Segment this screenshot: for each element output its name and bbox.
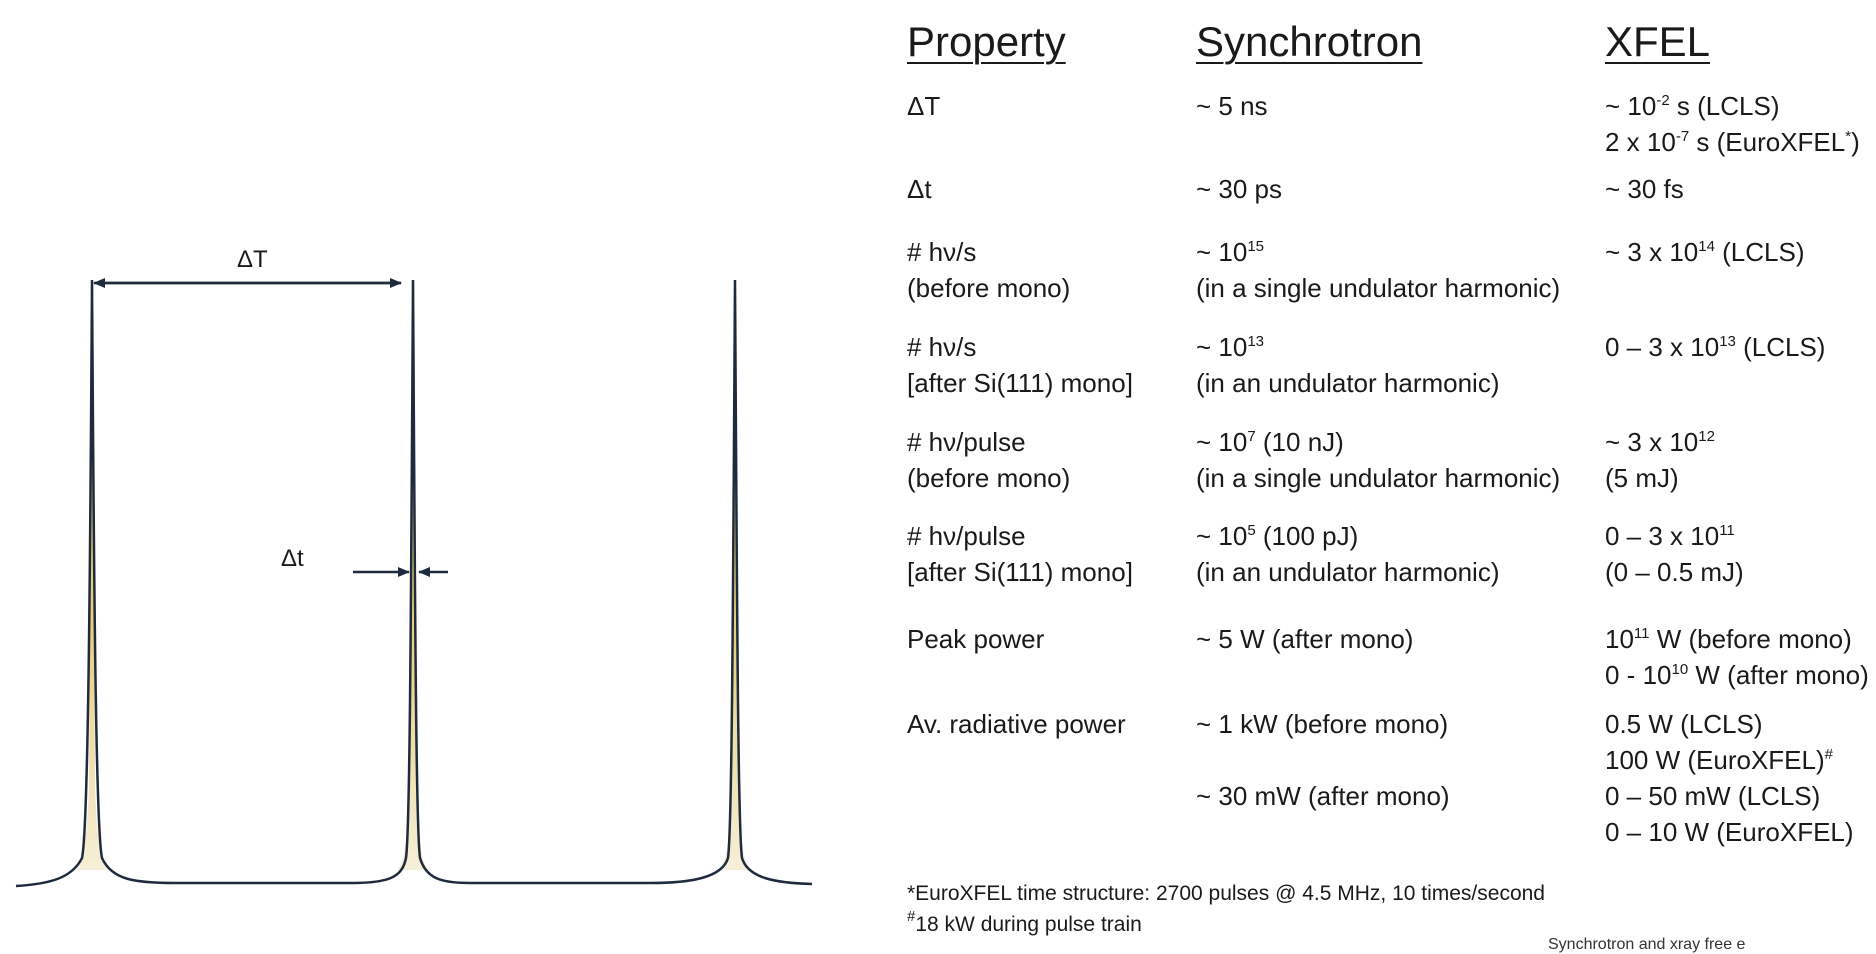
cell-line: 0 – 50 mW (LCLS) [1605, 781, 1821, 811]
cell-synchrotron: ~ 5 W (after mono) [1196, 621, 1413, 657]
cell-line: # hν/pulse [907, 521, 1026, 551]
header-xfel: XFEL [1605, 18, 1711, 65]
cell-line: (0 – 0.5 mJ) [1605, 557, 1744, 587]
cell-line: ~ 107 (10 nJ) [1196, 427, 1344, 457]
cell-line: ~ 1015 [1196, 237, 1265, 267]
cell-line: Av. radiative power [907, 709, 1126, 739]
cell-line: (in a single undulator harmonic) [1196, 463, 1561, 493]
cell-xfel: ~ 3 x 1014 (LCLS) [1605, 234, 1805, 270]
cell-property: # hν/pulse (before mono) [907, 424, 1070, 496]
pulse-2 [397, 280, 429, 870]
cell-line: ~ 5 ns [1196, 91, 1268, 121]
cell-xfel: ~ 3 x 1012 (5 mJ) [1605, 424, 1715, 496]
width-label: Δt [281, 545, 304, 572]
footnote-pulse-train: #18 kW during pulse train [907, 908, 1142, 936]
cell-line: [after Si(111) mono] [907, 368, 1133, 398]
cell-xfel: ~ 30 fs [1605, 171, 1684, 207]
cell-line: ~ 30 mW (after mono) [1196, 781, 1450, 811]
cell-line: (in a single undulator harmonic) [1196, 273, 1561, 303]
cell-line: (5 mJ) [1605, 463, 1679, 493]
pulse-1 [76, 280, 108, 870]
cell-line: # hν/s [907, 237, 977, 267]
cell-line: ~ 3 x 1014 (LCLS) [1605, 237, 1805, 267]
cell-line: ~ 105 (100 pJ) [1196, 521, 1359, 551]
cell-line: 0.5 W (LCLS) [1605, 709, 1763, 739]
cell-synchrotron: ~ 107 (10 nJ) (in a single undulator harm… [1196, 424, 1560, 496]
footnotes: *EuroXFEL time structure: 2700 pulses @ … [907, 878, 1545, 940]
cell-xfel: 0 – 3 x 1011 (0 – 0.5 mJ) [1605, 518, 1744, 590]
cell-xfel: ~ 10-2 s (LCLS) 2 x 10-7 s (EuroXFEL*) [1605, 88, 1860, 160]
cell-synchrotron: ~ 1 kW (before mono) [1196, 706, 1448, 742]
cell-line: 0 - 1010 W (after mono) [1605, 660, 1869, 690]
cell-synchrotron: ~ 1013 (in an undulator harmonic) [1196, 329, 1500, 401]
cell-line: (in an undulator harmonic) [1196, 368, 1500, 398]
cell-line: 2 x 10-7 s (EuroXFEL*) [1605, 127, 1860, 157]
footnote-euroxfel: *EuroXFEL time structure: 2700 pulses @ … [907, 882, 1545, 905]
cell-synchrotron: ~ 30 ps [1196, 171, 1282, 207]
pulse-3 [719, 280, 751, 870]
pulse-baseline [15, 279, 813, 888]
cell-synchrotron: ~ 30 mW (after mono) [1196, 778, 1450, 814]
source-credit: Synchrotron and xray free e [1548, 936, 1746, 953]
cell-synchrotron: ~ 105 (100 pJ) (in an undulator harmonic) [1196, 518, 1500, 590]
header-synchrotron: Synchrotron [1196, 18, 1423, 65]
cell-line: 0 – 10 W (EuroXFEL) [1605, 817, 1854, 847]
cell-line: (before mono) [907, 463, 1071, 493]
cell-line: Peak power [907, 624, 1045, 654]
cell-line: (before mono) [907, 273, 1071, 303]
cell-line: (in an undulator harmonic) [1196, 557, 1500, 587]
cell-line: [after Si(111) mono] [907, 557, 1133, 587]
cell-xfel: 0 – 50 mW (LCLS) 0 – 10 W (EuroXFEL) [1605, 778, 1854, 850]
cell-line: 1011 W (before mono) [1605, 624, 1852, 654]
period-label: ΔT [237, 246, 268, 273]
cell-property: ΔT [907, 88, 940, 124]
cell-line: Δt [907, 174, 932, 204]
cell-property: # hν/pulse [after Si(111) mono] [907, 518, 1133, 590]
cell-xfel: 0 – 3 x 1013 (LCLS) [1605, 329, 1825, 365]
cell-line: ~ 30 fs [1605, 174, 1684, 204]
cell-property: Av. radiative power [907, 706, 1126, 742]
cell-property: Δt [907, 171, 932, 207]
cell-synchrotron: ~ 5 ns [1196, 88, 1268, 124]
cell-property: # hν/s [after Si(111) mono] [907, 329, 1133, 401]
cell-line: ~ 3 x 1012 [1605, 427, 1715, 457]
cell-line: ~ 30 ps [1196, 174, 1283, 204]
cell-line: ~ 5 W (after mono) [1196, 624, 1414, 654]
cell-property: # hν/s (before mono) [907, 234, 1070, 306]
cell-line: # hν/s [907, 332, 977, 362]
cell-line: 100 W (EuroXFEL)# [1605, 745, 1833, 775]
cell-line: 0 – 3 x 1011 [1605, 521, 1735, 551]
cell-line: # hν/pulse [907, 427, 1026, 457]
pulse-train-diagram: ΔT Δt [15, 246, 813, 888]
cell-synchrotron: ~ 1015 (in a single undulator harmonic) [1196, 234, 1560, 306]
cell-line: ~ 1 kW (before mono) [1196, 709, 1449, 739]
cell-line: ~ 1013 [1196, 332, 1265, 362]
cell-xfel: 1011 W (before mono) 0 - 1010 W (after mo… [1605, 621, 1869, 693]
cell-line: ΔT [907, 91, 941, 121]
cell-line: ~ 10-2 s (LCLS) [1605, 91, 1780, 121]
cell-property: Peak power [907, 621, 1044, 657]
cell-line: 0 – 3 x 1013 (LCLS) [1605, 332, 1826, 362]
header-property: Property [907, 18, 1066, 65]
cell-xfel: 0.5 W (LCLS) 100 W (EuroXFEL)# [1605, 706, 1833, 778]
